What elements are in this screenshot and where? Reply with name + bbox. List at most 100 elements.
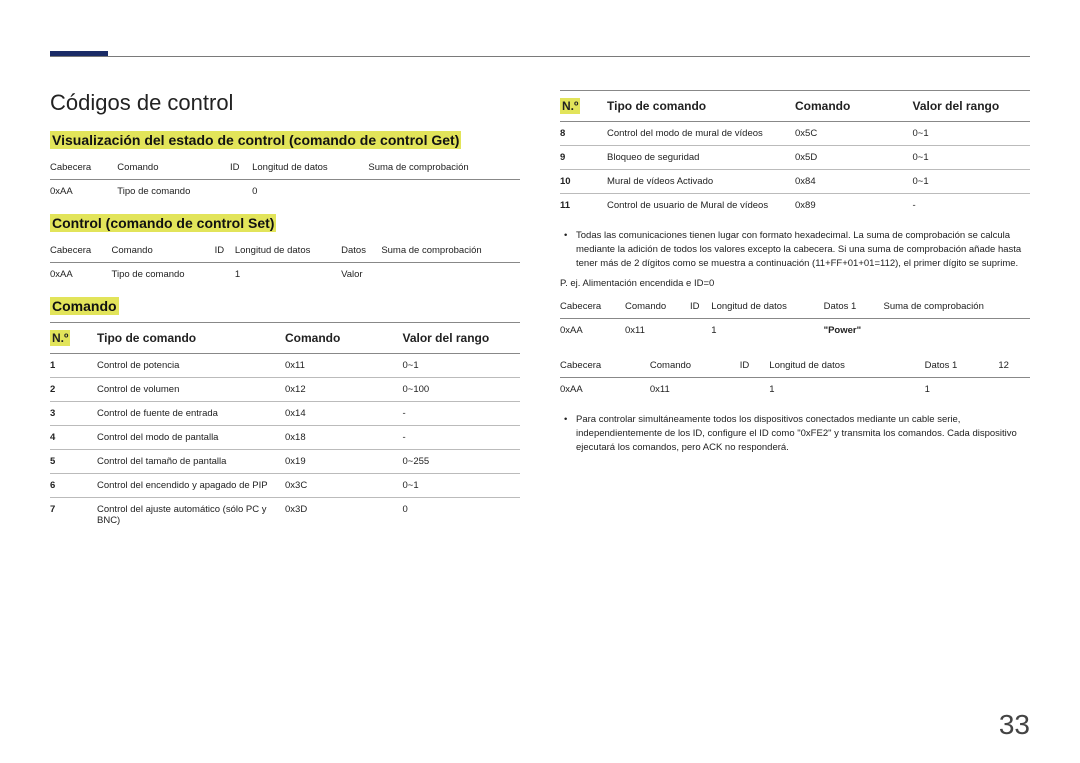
td: Control de potencia: [97, 354, 285, 378]
td: Control del modo de mural de vídeos: [607, 122, 795, 146]
th: Valor del rango: [403, 323, 521, 354]
td: 1: [769, 378, 924, 402]
td: Control del encendido y apagado de PIP: [97, 474, 285, 498]
td: -: [913, 194, 1031, 218]
example-note: P. ej. Alimentación encendida e ID=0: [560, 278, 1030, 289]
th: Cabecera: [560, 295, 625, 319]
th: Longitud de datos: [252, 156, 368, 180]
section-set-heading: Control (comando de control Set): [50, 214, 276, 232]
td: 0~255: [403, 450, 521, 474]
table-example-1: Cabecera Comando ID Longitud de datos Da…: [560, 295, 1030, 342]
th: Cabecera: [50, 239, 112, 263]
th: Tipo de comando: [607, 91, 795, 122]
td: 0~1: [913, 122, 1031, 146]
td: [215, 263, 235, 287]
th: Longitud de datos: [711, 295, 823, 319]
page-content: Códigos de control Visualización del est…: [0, 0, 1080, 574]
note-list-2: Para controlar simultáneamente todos los…: [560, 413, 1030, 454]
td: 0~1: [913, 146, 1031, 170]
th: N.º: [560, 91, 607, 122]
td: 0: [252, 180, 368, 204]
left-column: Códigos de control Visualización del est…: [50, 50, 520, 544]
page-title: Códigos de control: [50, 90, 520, 116]
note-item: Todas las comunicaciones tienen lugar co…: [560, 229, 1030, 270]
td: -: [403, 402, 521, 426]
th: ID: [740, 354, 770, 378]
td: [884, 319, 1030, 343]
th: Tipo de comando: [97, 323, 285, 354]
td: 10: [560, 170, 607, 194]
td: 0x19: [285, 450, 403, 474]
section-get-heading: Visualización del estado de control (com…: [50, 131, 461, 149]
th: Longitud de datos: [235, 239, 341, 263]
td: 0x3D: [285, 498, 403, 533]
td: "Power": [824, 319, 884, 343]
td: 0~100: [403, 378, 521, 402]
td: 0xAA: [50, 180, 117, 204]
page-number: 33: [999, 709, 1030, 741]
td: [740, 378, 770, 402]
th: Cabecera: [560, 354, 650, 378]
td: 0x12: [285, 378, 403, 402]
td: 0x3C: [285, 474, 403, 498]
th: Comando: [285, 323, 403, 354]
td: 1: [235, 263, 341, 287]
th: Datos: [341, 239, 381, 263]
td: 0~1: [913, 170, 1031, 194]
note-list-1: Todas las comunicaciones tienen lugar co…: [560, 229, 1030, 270]
td: 0x18: [285, 426, 403, 450]
td: 6: [50, 474, 97, 498]
td: 0x14: [285, 402, 403, 426]
td: 0xAA: [560, 319, 625, 343]
td: 1: [50, 354, 97, 378]
td: 1: [711, 319, 823, 343]
table-commands-left: N.º Tipo de comando Comando Valor del ra…: [50, 322, 520, 532]
th: ID: [690, 295, 711, 319]
td: [998, 378, 1030, 402]
td: Valor: [341, 263, 381, 287]
td: 3: [50, 402, 97, 426]
td: 0x11: [625, 319, 690, 343]
th: Cabecera: [50, 156, 117, 180]
td: 4: [50, 426, 97, 450]
td: 0xAA: [560, 378, 650, 402]
td: 7: [50, 498, 97, 533]
right-column: N.º Tipo de comando Comando Valor del ra…: [560, 50, 1030, 544]
td: Control de usuario de Mural de vídeos: [607, 194, 795, 218]
td: Control de fuente de entrada: [97, 402, 285, 426]
th: Comando: [112, 239, 215, 263]
td: Control del ajuste automático (sólo PC y…: [97, 498, 285, 533]
td: Bloqueo de seguridad: [607, 146, 795, 170]
section-cmd-heading: Comando: [50, 297, 119, 315]
td: 0xAA: [50, 263, 112, 287]
th: Datos 1: [824, 295, 884, 319]
td: 0x11: [650, 378, 740, 402]
th: ID: [230, 156, 252, 180]
th: Comando: [650, 354, 740, 378]
td: 8: [560, 122, 607, 146]
th: N.º: [50, 323, 97, 354]
th: Comando: [117, 156, 230, 180]
td: 11: [560, 194, 607, 218]
th: Longitud de datos: [769, 354, 924, 378]
td: -: [403, 426, 521, 450]
td: 0~1: [403, 354, 521, 378]
td: 0x84: [795, 170, 913, 194]
td: [690, 319, 711, 343]
th: Suma de comprobación: [381, 239, 520, 263]
td: Mural de vídeos Activado: [607, 170, 795, 194]
th: Suma de comprobación: [884, 295, 1030, 319]
td: 5: [50, 450, 97, 474]
td: Control de volumen: [97, 378, 285, 402]
th: Suma de comprobación: [368, 156, 520, 180]
th: Datos 1: [925, 354, 999, 378]
td: 0x5D: [795, 146, 913, 170]
td: [230, 180, 252, 204]
table-example-2: Cabecera Comando ID Longitud de datos Da…: [560, 354, 1030, 401]
td: 0x11: [285, 354, 403, 378]
td: 0x89: [795, 194, 913, 218]
td: Control del modo de pantalla: [97, 426, 285, 450]
table-set: Cabecera Comando ID Longitud de datos Da…: [50, 239, 520, 286]
td: 2: [50, 378, 97, 402]
td: 0: [403, 498, 521, 533]
